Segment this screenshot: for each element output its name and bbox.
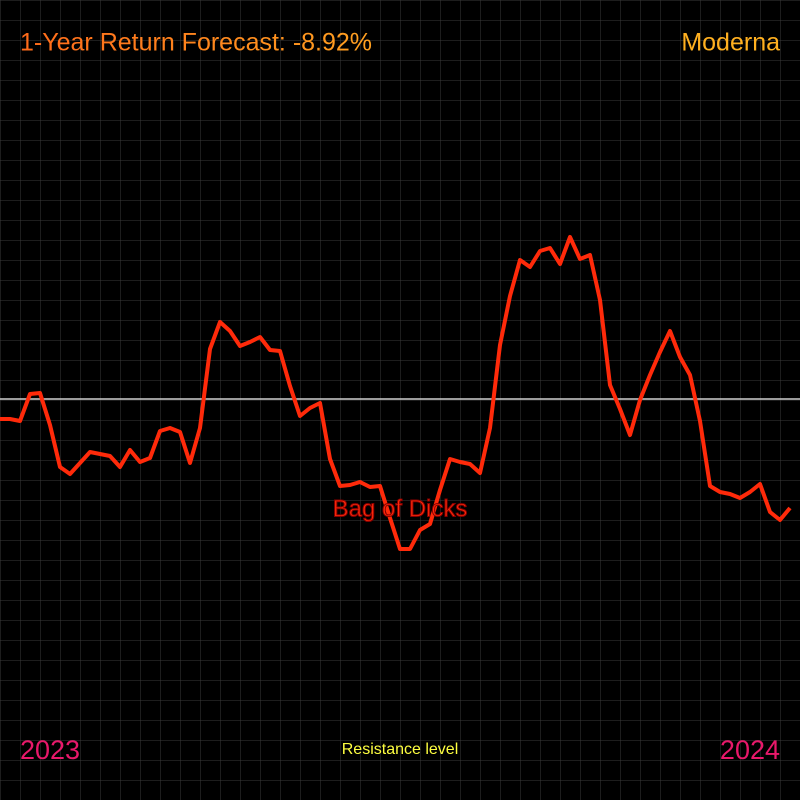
chart-title: 1-Year Return Forecast: -8.92%	[20, 29, 372, 57]
end-label: 2024	[720, 735, 780, 765]
line-series	[0, 235, 792, 551]
reference-label: Resistance level	[342, 741, 459, 758]
start-label: 2023	[20, 735, 80, 765]
brand: Moderna	[681, 29, 780, 57]
annotation: Bag of Dicks	[333, 495, 468, 522]
